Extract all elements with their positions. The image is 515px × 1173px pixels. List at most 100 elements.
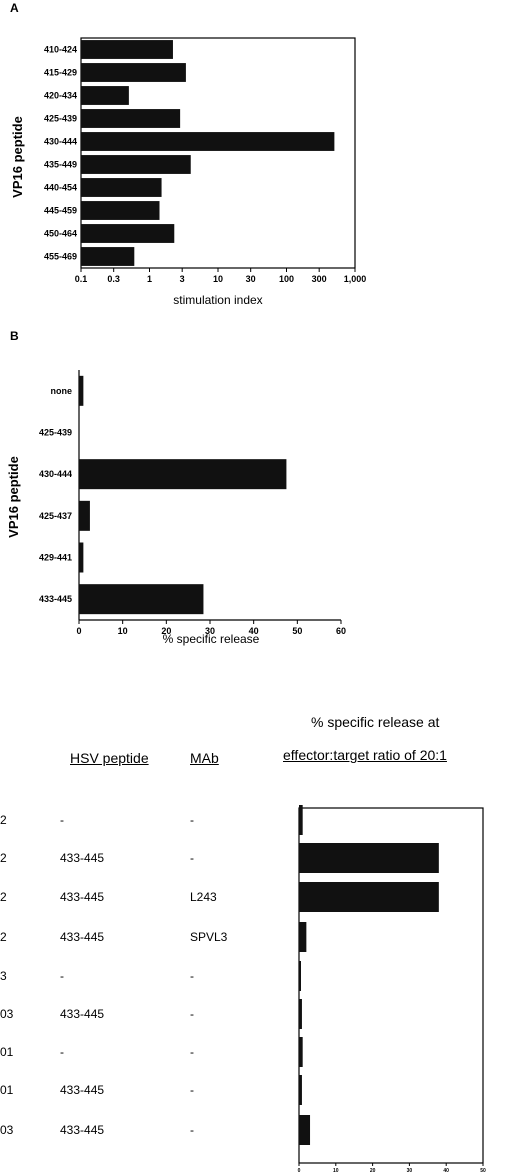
panel-a-category-label: 435-449 bbox=[44, 160, 77, 170]
panel-a-letter: A bbox=[10, 1, 19, 15]
panel-c-cell-mab: - bbox=[190, 813, 194, 827]
panel-a-category-label: 415-429 bbox=[44, 68, 77, 78]
panel-c-tick-label: 40 bbox=[443, 1168, 449, 1173]
panel-b-bar bbox=[79, 584, 204, 615]
panel-c-cell-mab: - bbox=[190, 1045, 194, 1059]
panel-a-tick-label: 30 bbox=[246, 274, 256, 284]
panel-c-cell-target: 03 bbox=[0, 1007, 14, 1021]
panel-c-cell-peptide: 433-445 bbox=[60, 890, 105, 904]
panel-a-tick-label: 10 bbox=[213, 274, 223, 284]
panel-a-bar bbox=[81, 86, 129, 105]
panel-a-category-label: 430-444 bbox=[44, 137, 77, 147]
panel-c-tick-label: 0 bbox=[298, 1168, 301, 1173]
panel-b-category-label: 425-439 bbox=[39, 428, 72, 438]
panel-c-cell-target: 01 bbox=[0, 1083, 14, 1097]
panel-a-category-label: 425-439 bbox=[44, 114, 77, 124]
panel-c-bar bbox=[299, 882, 439, 912]
panel-c-bar bbox=[299, 999, 302, 1029]
panel-a-category-label: 440-454 bbox=[44, 183, 77, 193]
panel-c-tick-label: 20 bbox=[370, 1168, 376, 1173]
panel-b-tick-label: 0 bbox=[76, 626, 81, 636]
panel-a-xlabel: stimulation index bbox=[173, 293, 262, 307]
panel-c-cell-target: 03 bbox=[0, 1123, 14, 1137]
panel-c-title-line1: % specific release at bbox=[311, 714, 440, 730]
panel-c-cell-peptide: - bbox=[60, 969, 64, 983]
panel-b-tick-label: 20 bbox=[161, 626, 171, 636]
panel-c-bar bbox=[299, 922, 307, 952]
panel-a-tick-label: 3 bbox=[180, 274, 185, 284]
panel-c-bar bbox=[299, 1115, 311, 1145]
panel-b-tick-label: 30 bbox=[205, 626, 215, 636]
panel-b-tick-label: 10 bbox=[118, 626, 128, 636]
panel-c-bar bbox=[299, 805, 303, 835]
panel-c-cell-peptide: 433-445 bbox=[60, 1007, 105, 1021]
panel-c-cell-peptide: 433-445 bbox=[60, 851, 105, 865]
panel-c-plot: 0 10 20 30 40 50 bbox=[298, 805, 486, 1173]
panel-c-header-peptide: HSV peptide bbox=[70, 750, 149, 766]
panel-b-tick-label: 50 bbox=[292, 626, 302, 636]
panel-b-category-label: 433-445 bbox=[39, 594, 72, 604]
panel-c-bar bbox=[299, 961, 301, 991]
panel-c-title-line2: effector:target ratio of 20:1 bbox=[283, 747, 447, 763]
panel-c-bar bbox=[299, 1037, 303, 1067]
panel-b-category-label: none bbox=[51, 386, 73, 396]
panel-a-bar bbox=[81, 132, 335, 151]
panel-a-bar bbox=[81, 178, 162, 197]
panel-a-category-label: 420-434 bbox=[44, 91, 77, 101]
panel-b-category-label: 430-444 bbox=[39, 469, 72, 479]
panel-a-bar bbox=[81, 40, 173, 59]
panel-a-ylabel: VP16 peptide bbox=[10, 116, 25, 198]
panel-a-bar bbox=[81, 247, 135, 266]
panel-c-cell-peptide: 433-445 bbox=[60, 1123, 105, 1137]
panel-c-cell-mab: - bbox=[190, 1007, 194, 1021]
panel-c-cell-mab: - bbox=[190, 851, 194, 865]
panel-a-tick-label: 0.1 bbox=[75, 274, 88, 284]
panel-a-tick-label: 100 bbox=[279, 274, 294, 284]
panel-a-bar bbox=[81, 155, 191, 174]
panel-b-bar bbox=[79, 500, 90, 531]
panel-c-header-mab: MAb bbox=[190, 750, 219, 766]
panel-b-bar bbox=[79, 542, 84, 573]
panel-c-tick-label: 30 bbox=[407, 1168, 413, 1173]
panel-a-category-label: 450-464 bbox=[44, 229, 77, 239]
panel-a-category-label: 455-469 bbox=[44, 252, 77, 262]
panel-a-bar bbox=[81, 224, 175, 243]
panel-a-plot: 410-424 415-429 420-434 425-439 430-444 435-4… bbox=[44, 37, 367, 284]
panel-a-bar bbox=[81, 109, 181, 128]
panel-c-bar bbox=[299, 843, 439, 873]
panel-a-tick-label: 1 bbox=[147, 274, 152, 284]
panel-c-bar bbox=[299, 1075, 302, 1105]
panel-c-cell-target: 01 bbox=[0, 1045, 14, 1059]
panel-c-cell-mab: - bbox=[190, 1083, 194, 1097]
panel-c-cell-target: 2 bbox=[0, 890, 7, 904]
panel-b-category-label: 429-441 bbox=[39, 553, 72, 563]
panel-b-ylabel: VP16 peptide bbox=[6, 456, 21, 538]
panel-c-cell-target: 2 bbox=[0, 930, 7, 944]
panel-b-bar bbox=[79, 459, 287, 490]
panel-a-tick-label: 1,000 bbox=[344, 274, 367, 284]
panel-c-cell-target: 2 bbox=[0, 813, 7, 827]
panel-a-bar bbox=[81, 63, 186, 82]
panel-b-category-label: 425-437 bbox=[39, 511, 72, 521]
panel-c-tick-label: 10 bbox=[333, 1168, 339, 1173]
panel-c-cell-mab: SPVL3 bbox=[190, 930, 228, 944]
panel-c-cell-mab: L243 bbox=[190, 890, 217, 904]
panel-c-cell-peptide: 433-445 bbox=[60, 930, 105, 944]
panel-c-cell-mab: - bbox=[190, 969, 194, 983]
panel-b-plot: none 425-439 430-444 425-437 429-441 433-445 0… bbox=[39, 370, 346, 636]
panel-a-category-label: 410-424 bbox=[44, 45, 77, 55]
panel-c-tick-label: 50 bbox=[480, 1168, 486, 1173]
panel-a-tick-label: 0.3 bbox=[107, 274, 120, 284]
panel-b-bar bbox=[79, 375, 84, 406]
panel-b-tick-label: 60 bbox=[336, 626, 346, 636]
panel-a-bar bbox=[81, 201, 160, 220]
panel-b-tick-label: 40 bbox=[249, 626, 259, 636]
panel-b-xlabel: % specific release bbox=[163, 632, 260, 646]
panel-c-cell-peptide: - bbox=[60, 813, 64, 827]
panel-c-cell-peptide: 433-445 bbox=[60, 1083, 105, 1097]
panel-c-cell-target: 2 bbox=[0, 851, 7, 865]
panel-a-tick-label: 300 bbox=[312, 274, 327, 284]
panel-a-category-label: 445-459 bbox=[44, 206, 77, 216]
panel-c-cell-target: 3 bbox=[0, 969, 7, 983]
